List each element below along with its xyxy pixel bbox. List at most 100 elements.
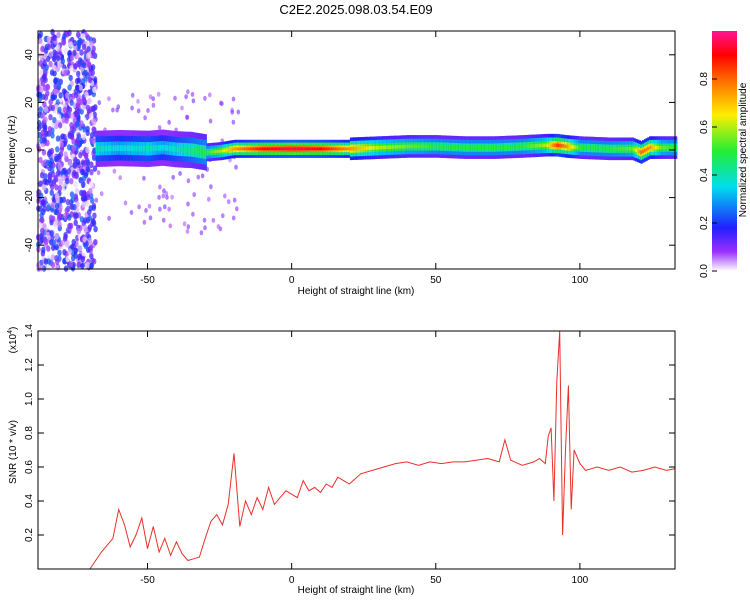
heatmap-cell [69,54,75,61]
heatmap-cell [45,231,51,239]
heatmap-cell [394,145,398,149]
heatmap-cell [81,174,87,182]
heatmap-cell [52,55,57,62]
heatmap-cell [630,147,633,151]
heatmap-cell [424,144,427,149]
heatmap-cell [170,194,174,200]
heatmap-cell [69,132,75,139]
heatmap-cell [346,147,349,151]
heatmap-cell [77,60,82,67]
heatmap-cell [611,147,614,151]
heatmap-cell [61,88,67,95]
heatmap-cell [555,143,558,148]
heatmap-cell [68,41,74,48]
heatmap-cell [67,248,73,255]
heatmap-cell [85,261,90,268]
heatmap-cell [239,147,242,151]
heatmap-cell [69,178,74,185]
heatmap-cell [104,145,107,152]
heatmap-cell [138,145,142,152]
heatmap-cell [203,95,207,101]
heatmap-cell [109,145,112,152]
heatmap-cell [531,144,534,148]
heatmap-cell [167,119,171,125]
heatmap-cell [40,133,46,141]
heatmap-cell [38,180,43,187]
heatmap-layer [35,28,678,272]
heatmap-cell [62,257,67,265]
heatmap-cell [78,245,83,252]
heatmap-cell [82,126,87,133]
heatmap-cell [588,146,591,150]
heatmap-cell [80,61,86,68]
heatmap-cell [448,145,451,149]
heatmap-cell [76,70,81,78]
heatmap-cell [89,131,95,139]
heatmap-cell [78,84,83,91]
heatmap-cell [557,143,560,148]
heatmap-cell [60,133,65,140]
heatmap-cell [144,145,147,152]
heatmap-cell [79,216,85,223]
heatmap-cell [455,145,458,150]
heatmap-cell [118,175,122,181]
heatmap-cell [45,159,51,166]
colorbar-tick-label: 0.0 [699,264,710,278]
y-tick-label: 1.4 [24,324,35,338]
heatmap-cell [547,143,550,148]
heatmap-cell [669,145,673,150]
y-tick-label: 0.8 [24,426,35,440]
heatmap-cell [296,147,299,151]
heatmap-cell [292,147,296,151]
heatmap-cell [64,117,69,124]
heatmap-cell [97,100,102,106]
heatmap-cell [89,169,94,176]
snr-frame [37,330,676,570]
heatmap-cell [234,164,238,170]
heatmap-cell [272,147,275,151]
heatmap-cell [496,145,500,150]
heatmap-cell [579,145,583,150]
heatmap-cell [200,173,205,179]
heatmap-cell [53,221,58,228]
heatmap-cell [192,147,195,154]
heatmap-cell [253,147,256,151]
heatmap-cell [171,145,174,152]
heatmap-cell [168,223,173,229]
heatmap-cell [55,135,61,142]
heatmap-cell [46,245,51,252]
heatmap-cell [498,145,501,150]
heatmap-cell [151,145,154,152]
x-tick-label: 50 [430,575,442,586]
heatmap-cell [49,189,54,196]
heatmap-cell [48,114,53,121]
heatmap-cell [273,147,277,151]
heatmap-cell [59,197,64,204]
heatmap-cell [638,149,641,154]
heatmap-cell [192,192,196,198]
heatmap-cell [213,150,216,154]
heatmap-cell [656,145,659,150]
heatmap-cell [67,49,73,57]
heatmap-cell [125,145,128,152]
heatmap-cell [226,199,231,205]
heatmap-cell [427,144,430,149]
heatmap-cell [49,79,54,86]
heatmap-cell [80,33,86,40]
y-tick-label: 0.4 [24,494,35,508]
heatmap-cell [43,35,48,43]
heatmap-cell [609,147,612,151]
heatmap-cell [147,203,152,209]
heatmap-cell [142,175,146,181]
heatmap-cell [55,146,60,153]
heatmap-cell [39,232,44,240]
heatmap-cell [598,146,602,151]
heatmap-cell [71,255,76,262]
heatmap-cell [624,147,628,151]
heatmap-cell [68,74,73,82]
heatmap-cell [493,145,496,150]
heatmap-cell [112,168,117,174]
heatmap-cell [130,92,135,98]
heatmap-cell [54,184,59,191]
heatmap-cell [74,111,80,118]
